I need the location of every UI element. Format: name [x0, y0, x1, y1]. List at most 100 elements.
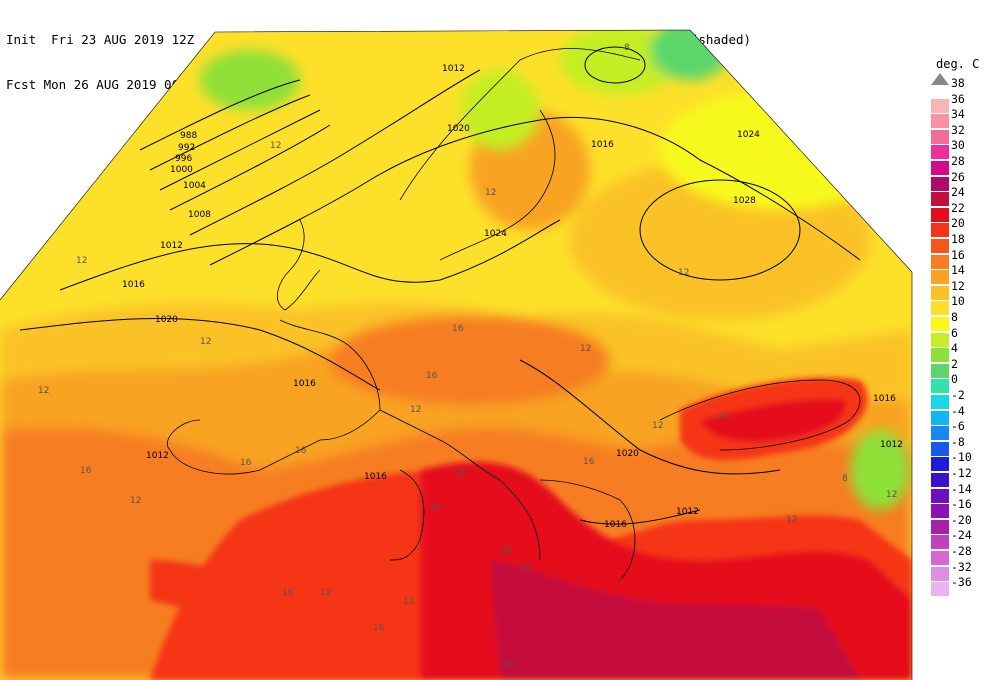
legend-swatch [931, 441, 949, 456]
legend-swatch [931, 145, 949, 160]
legend-swatch [931, 551, 949, 565]
legend-swatch [931, 535, 949, 550]
legend-arrow-icon [931, 73, 949, 85]
isobars [19, 46, 861, 525]
legend-label: 0 [951, 372, 958, 387]
legend-swatch [931, 176, 949, 191]
legend-label: -16 [951, 497, 972, 512]
dewpoint-label: 12 [320, 588, 331, 598]
isobar-label: 1016 [122, 280, 145, 290]
dewpoint-label: 12 [410, 405, 421, 415]
dewpoint-label: 16 [80, 466, 92, 476]
map-boundary [0, 29, 913, 680]
dewpoint-label: 12 [580, 344, 591, 354]
dewpoint-label: 12 [200, 337, 211, 347]
isobar-label: 1012 [146, 451, 169, 461]
legend-swatch [931, 161, 949, 175]
coastlines [167, 48, 861, 581]
legend-swatch [931, 426, 949, 441]
dewpoint-label: 16 [583, 457, 595, 467]
legend-swatch [931, 566, 949, 581]
dewpoint-label: 16 [426, 371, 438, 381]
legend-label: 6 [951, 325, 958, 340]
legend-swatch [931, 223, 949, 238]
legend-label: -6 [951, 419, 965, 434]
isobar-label: 1024 [484, 229, 507, 239]
legend-label: 24 [951, 185, 965, 200]
dewpoint-label: 16 [295, 446, 307, 456]
legend-label: 22 [951, 200, 965, 215]
isobar-label: 1016 [604, 520, 627, 530]
dewpoint-label: 12 [886, 490, 897, 500]
dewpoint-label: 12 [403, 597, 414, 607]
isobar-label: 1020 [155, 315, 178, 325]
dewpoint-label: 16 [452, 324, 464, 334]
dewpoint-label: 12 [485, 188, 496, 198]
legend-label: -8 [951, 434, 965, 449]
legend-unit: deg. C [936, 57, 980, 71]
legend-label: -4 [951, 403, 965, 418]
legend-label: -20 [951, 512, 972, 527]
legend-swatch [931, 379, 949, 394]
isobar-label: 1012 [880, 440, 903, 450]
legend-label: 4 [951, 341, 958, 356]
isobar-label: 1016 [364, 472, 387, 482]
isobar-label: 1012 [160, 241, 183, 251]
isobar-label: 1000 [170, 165, 193, 175]
dewpoint-label: 16 [240, 458, 252, 468]
legend-label: 38 [951, 76, 965, 90]
isobar-label: 992 [178, 143, 195, 153]
isobar-label: 1004 [183, 181, 206, 191]
legend-label: -36 [951, 575, 972, 590]
legend-swatch [931, 582, 949, 597]
legend-swatch [931, 270, 949, 285]
dewpoint-label: 16 [373, 623, 385, 633]
dewpoint-label: 20 [718, 412, 730, 422]
dewpoint-label: 12 [652, 421, 663, 431]
dewpoint-labels: 8 12 12 12 12 12 16 12 16 12 12 16 12 20… [38, 43, 897, 670]
dewpoint-label: 8 [624, 43, 630, 53]
legend-label: -32 [951, 559, 972, 574]
legend-label: 8 [951, 310, 958, 324]
legend-label: 34 [951, 107, 965, 122]
legend-label: -24 [951, 528, 972, 543]
isobar-label: 1016 [873, 394, 896, 404]
legend-swatch [931, 457, 949, 472]
legend-swatch [931, 114, 949, 129]
dewpoint-label: 12 [38, 386, 49, 396]
legend-label: 12 [951, 278, 965, 293]
dewpoint-label: 20 [520, 563, 532, 573]
isobar-label: 996 [175, 154, 192, 164]
isobar-label: 1008 [188, 210, 211, 220]
legend-swatch [931, 239, 949, 253]
legend-swatch [931, 504, 949, 519]
legend-swatch [931, 348, 949, 363]
legend-swatch [931, 98, 949, 113]
dewpoint-label: 20 [502, 660, 514, 670]
legend-swatch [931, 207, 949, 222]
legend-swatch [931, 488, 949, 503]
legend-label: -12 [951, 466, 972, 480]
isobar-label: 1016 [293, 379, 316, 389]
dewpoint-label: 12 [76, 256, 87, 266]
legend-label: -2 [951, 388, 965, 402]
legend-label: 36 [951, 91, 965, 106]
legend-label: 10 [951, 294, 965, 309]
isobar-label: 1012 [442, 64, 465, 74]
legend-swatch [931, 395, 949, 409]
isobar-label: 1024 [737, 130, 760, 140]
dewpoint-label: 16 [282, 588, 294, 598]
legend-label: 16 [951, 247, 965, 262]
dewpoint-label: 16 [455, 468, 467, 478]
isobar-label: 1020 [447, 124, 470, 134]
legend-label: 30 [951, 138, 965, 153]
dewpoint-label: 12 [130, 496, 141, 506]
dewpoint-label: 12 [270, 141, 281, 151]
dewpoint-label: 8 [842, 474, 848, 484]
isobar-label: 1020 [616, 449, 639, 459]
dewpoint-label: 12 [678, 268, 689, 278]
legend-swatch [931, 332, 949, 347]
legend-swatch [931, 317, 949, 331]
